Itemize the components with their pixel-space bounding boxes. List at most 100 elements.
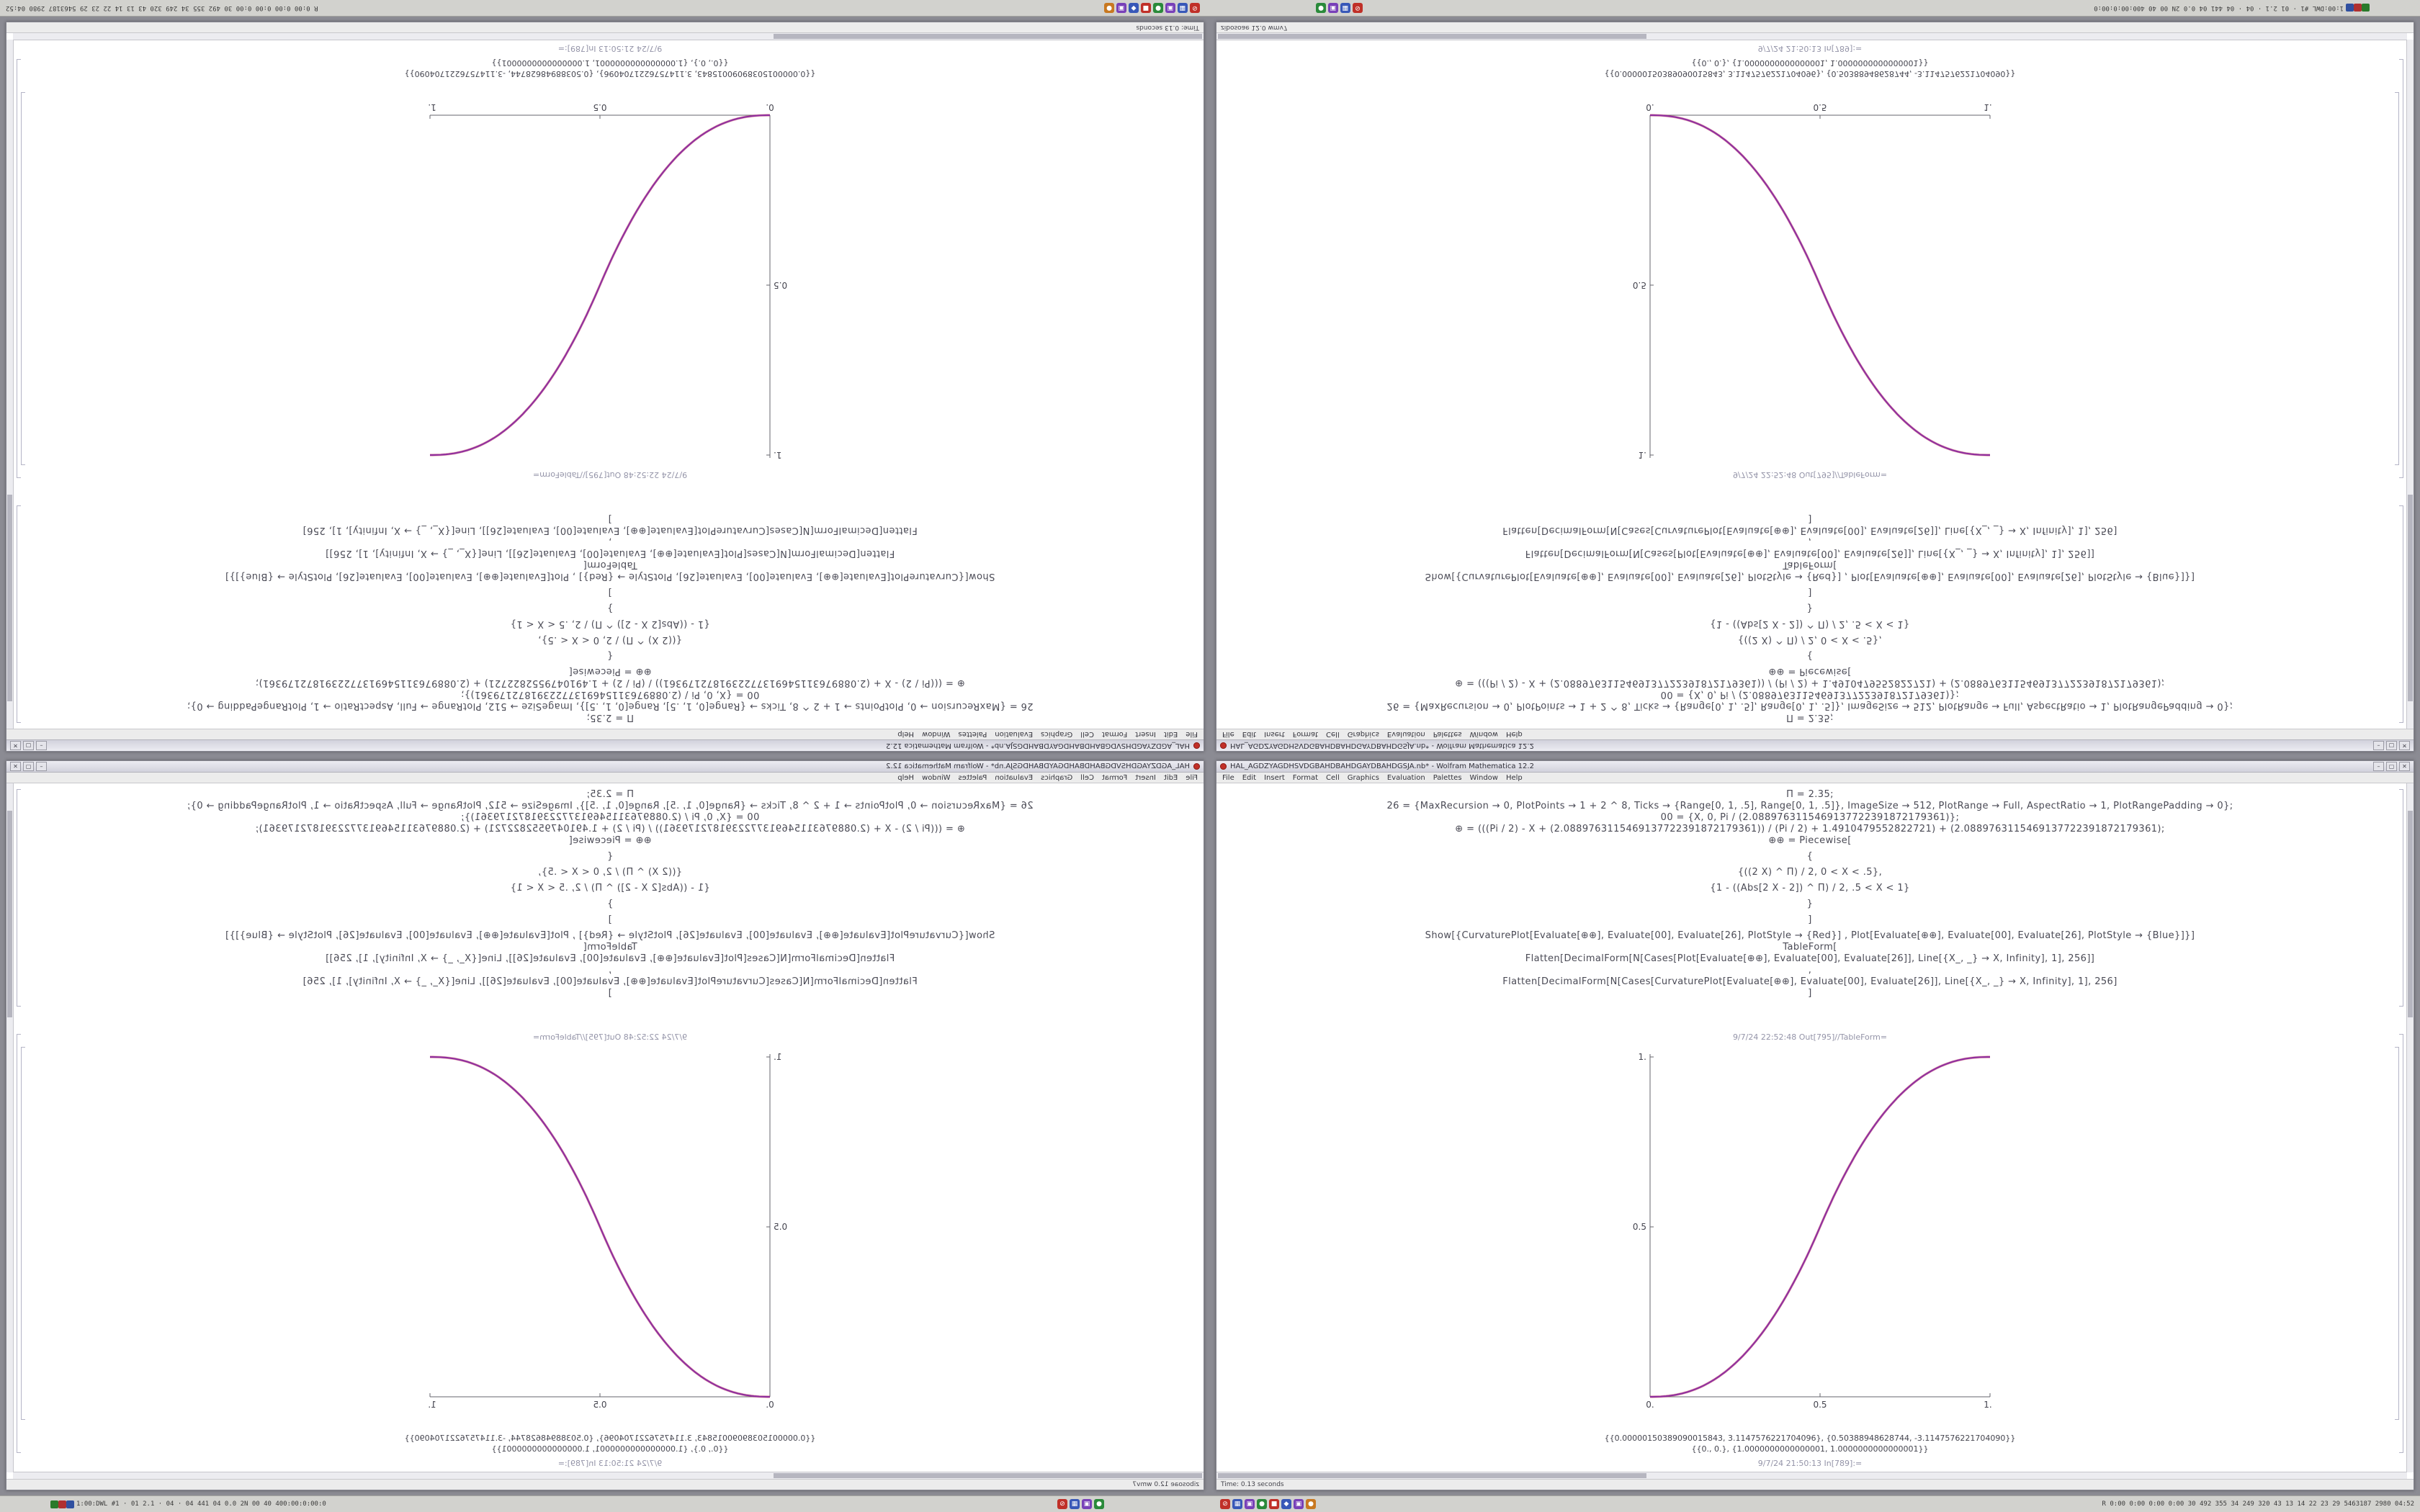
app-green-icon[interactable]: ● — [1316, 3, 1326, 13]
code-line[interactable]: 00 = {X, 0, Pi / (2.08897631154691377223… — [460, 812, 760, 823]
menu-item[interactable]: Insert — [1264, 773, 1285, 782]
app-red-icon[interactable]: ■ — [1141, 3, 1151, 13]
horizontal-scrollbar-thumb[interactable] — [773, 34, 1202, 39]
monitor-blue-icon[interactable] — [2346, 4, 2354, 12]
piecewise-line[interactable]: { — [1806, 650, 1814, 661]
menu-item[interactable]: Evaluation — [1386, 773, 1425, 782]
code-line[interactable]: Flatten[DecimalForm[N[Cases[Plot[Evaluat… — [325, 548, 895, 559]
cell-bracket[interactable] — [17, 789, 21, 1007]
plot-cell[interactable]: 0. 0.5 1. 0.5 1. — [17, 96, 1204, 468]
monitor-green-icon[interactable] — [50, 1500, 58, 1508]
cell-bracket[interactable] — [2399, 1034, 2403, 1453]
code-line[interactable]: ⊕⊕ = Piecewise[ — [1768, 835, 1852, 846]
app-blue-icon[interactable]: ▦ — [1232, 1499, 1242, 1509]
code-line[interactable]: Flatten[DecimalForm[N[Cases[CurvaturePlo… — [1502, 976, 2118, 987]
code-line[interactable]: Π = 2.35; — [586, 789, 634, 800]
sigmoid-plot[interactable]: 0. 0.5 1. 0.5 1. — [426, 1044, 794, 1413]
record-icon[interactable]: ⊘ — [1057, 1499, 1067, 1509]
menu-item[interactable]: Edit — [1163, 730, 1178, 739]
menu-item[interactable]: Evaluation — [995, 730, 1034, 739]
window-titlebar[interactable]: HAL_AGDZYAGDHSVDGBAHDBAHDGAYDBAHDGSJA.nb… — [1216, 739, 2414, 751]
piecewise-line[interactable]: {((2 X) ^ Π) / 2, 0 < X < .5}, — [1737, 867, 1883, 878]
code-line[interactable]: ⊕ = (((Pi / 2) - X + (2.0889763115469137… — [255, 678, 965, 688]
input-cell-definitions[interactable]: Π = 2.35; 26 = {MaxRecursion → 0, PlotPoi… — [17, 789, 1204, 999]
code-line[interactable]: Π = 2.35; — [586, 712, 634, 723]
code-line[interactable]: ⊕⊕ = Piecewise[ — [568, 666, 652, 677]
piecewise-block[interactable]: {{((2 X) ^ Π) / 2, 0 < X < .5}, {1 - ((Ab… — [17, 851, 1204, 926]
app-purple-icon[interactable]: ▣ — [1082, 1499, 1092, 1509]
minimize-button[interactable]: – — [36, 762, 47, 771]
notebook-content[interactable]: Π = 2.35; 26 = {MaxRecursion → 0, PlotPoi… — [1216, 783, 2414, 1479]
plot-cell[interactable]: 0. 0.5 1. 0.5 1. — [17, 1044, 1204, 1416]
minimize-button[interactable]: – — [2373, 741, 2384, 750]
maximize-button[interactable]: ▢ — [2386, 741, 2397, 750]
menu-item[interactable]: Format — [1101, 773, 1128, 782]
menu-item[interactable]: Palettes — [1433, 730, 1462, 739]
app-blue-icon[interactable]: ▦ — [1340, 3, 1350, 13]
minimize-button[interactable]: – — [2373, 762, 2384, 771]
piecewise-block[interactable]: {{((2 X) ^ Π) / 2, 0 < X < .5}, {1 - ((Ab… — [17, 586, 1204, 661]
cell-bracket[interactable] — [2399, 59, 2403, 478]
code-line[interactable]: 00 = {X, 0, Pi / (2.08897631154691377223… — [1660, 812, 1960, 823]
code-line[interactable]: 26 = {MaxRecursion → 0, PlotPoints → 1 +… — [187, 801, 1034, 811]
maximize-button[interactable]: ▢ — [2386, 762, 2397, 771]
piecewise-line[interactable]: {1 - ((Abs[2 X - 2]) ^ Π) / 2, .5 < X < … — [1710, 883, 1910, 894]
code-line[interactable]: ] — [608, 513, 612, 524]
code-line[interactable]: TableForm[ — [583, 559, 637, 570]
code-line[interactable]: , — [1808, 536, 1812, 547]
piecewise-line[interactable]: ] — [1808, 587, 1812, 598]
code-line[interactable]: ⊕ = (((Pi / 2) - X + (2.0889763115469137… — [255, 824, 965, 834]
notebook-content[interactable]: Π = 2.35; 26 = {MaxRecursion → 0, PlotPoi… — [6, 783, 1204, 1479]
vertical-scrollbar-thumb[interactable] — [7, 811, 12, 1018]
window-titlebar[interactable]: HAL_AGDZYAGDHSVDGBAHDBAHDGAYDBAHDGSJA.nb… — [6, 761, 1204, 773]
menu-item[interactable]: Insert — [1264, 730, 1285, 739]
app-green-icon[interactable]: ● — [1257, 1499, 1267, 1509]
menu-item[interactable]: Window — [922, 773, 951, 782]
code-line[interactable]: TableForm[ — [583, 942, 637, 953]
code-line[interactable]: , — [608, 536, 612, 547]
piecewise-block[interactable]: {{((2 X) ^ Π) / 2, 0 < X < .5}, {1 - ((Ab… — [1216, 851, 2403, 926]
code-line[interactable]: 26 = {MaxRecursion → 0, PlotPoints → 1 +… — [187, 701, 1034, 711]
app-blue-icon[interactable]: ▦ — [1070, 1499, 1080, 1509]
plot-cell[interactable]: 0. 0.5 1. 0.5 1. — [1216, 96, 2403, 468]
code-line[interactable]: Π = 2.35; — [1786, 712, 1834, 723]
code-line[interactable]: Flatten[DecimalForm[N[Cases[CurvaturePlo… — [302, 525, 918, 536]
cell-bracket[interactable] — [2395, 92, 2399, 465]
app-orange-icon[interactable]: ● — [1306, 1499, 1316, 1509]
horizontal-scrollbar[interactable] — [1216, 1472, 2407, 1479]
menu-item[interactable]: Graphics — [1041, 773, 1073, 782]
piecewise-line[interactable]: ] — [608, 587, 612, 598]
menu-item[interactable]: Window — [1469, 730, 1498, 739]
plot-cell[interactable]: 0. 0.5 1. 0.5 1. — [1216, 1044, 2403, 1416]
piecewise-line[interactable]: { — [606, 650, 614, 661]
app-purple-icon[interactable]: ▣ — [1245, 1499, 1255, 1509]
horizontal-scrollbar-thumb[interactable] — [1218, 1473, 1647, 1478]
menu-item[interactable]: File — [1222, 773, 1234, 782]
menu-item[interactable]: Insert — [1135, 730, 1156, 739]
code-line[interactable]: 26 = {MaxRecursion → 0, PlotPoints → 1 +… — [1386, 701, 2233, 711]
piecewise-line[interactable]: } — [606, 603, 614, 613]
menu-item[interactable]: Format — [1292, 773, 1319, 782]
close-button[interactable]: ✕ — [10, 762, 21, 771]
menu-item[interactable]: Cell — [1326, 773, 1340, 782]
vertical-scrollbar[interactable] — [6, 40, 14, 729]
vertical-scrollbar-thumb[interactable] — [2408, 494, 2413, 701]
cell-bracket[interactable] — [21, 92, 25, 465]
menu-item[interactable]: Graphics — [1041, 730, 1073, 739]
menu-item[interactable]: Edit — [1242, 730, 1257, 739]
vertical-scrollbar-thumb[interactable] — [7, 494, 12, 701]
menu-item[interactable]: Cell — [1080, 773, 1094, 782]
code-line[interactable]: 00 = {X, 0, Pi / (2.08897631154691377223… — [1660, 689, 1960, 700]
menu-item[interactable]: Format — [1292, 730, 1319, 739]
close-button[interactable]: ✕ — [10, 741, 21, 750]
piecewise-line[interactable]: } — [1806, 603, 1814, 613]
cell-bracket[interactable] — [2399, 505, 2403, 723]
code-line[interactable]: ⊕⊕ = Piecewise[ — [568, 835, 652, 846]
close-button[interactable]: ✕ — [2399, 762, 2410, 771]
input-cell-definitions[interactable]: Π = 2.35; 26 = {MaxRecursion → 0, PlotPoi… — [17, 513, 1204, 723]
vertical-scrollbar[interactable] — [6, 783, 14, 1472]
menu-item[interactable]: Help — [897, 730, 915, 739]
sigmoid-plot[interactable]: 0. 0.5 1. 0.5 1. — [1626, 1044, 1994, 1413]
piecewise-line[interactable]: {((2 X) ^ Π) / 2, 0 < X < .5}, — [537, 634, 683, 645]
cell-bracket[interactable] — [21, 1047, 25, 1420]
